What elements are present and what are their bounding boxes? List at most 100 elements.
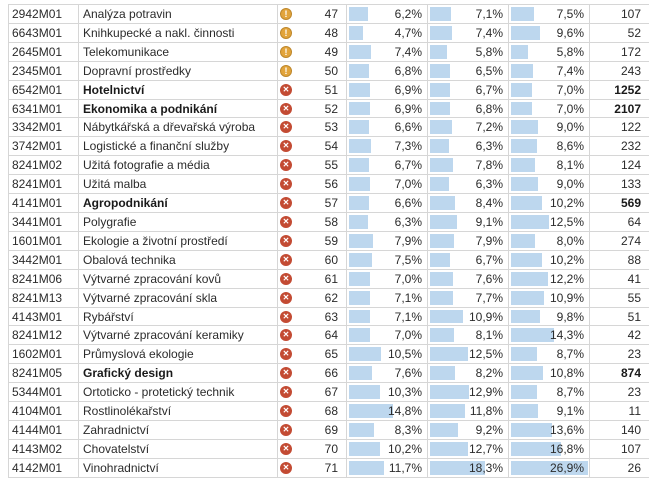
code-cell[interactable]: 8241M12	[9, 326, 79, 346]
code-cell[interactable]: 8241M05	[9, 364, 79, 384]
pct3-cell[interactable]: 8,6%	[509, 137, 590, 157]
rank-cell[interactable]: ✕ 56	[278, 175, 347, 195]
rank-cell[interactable]: ✕ 70	[278, 439, 347, 459]
pct1-cell[interactable]: 7,4%	[347, 42, 428, 62]
pct1-cell[interactable]: 7,0%	[347, 269, 428, 289]
count-cell[interactable]: 874	[590, 364, 649, 384]
pct3-cell[interactable]: 13,6%	[509, 420, 590, 440]
code-cell[interactable]: 3342M01	[9, 118, 79, 138]
code-cell[interactable]: 5344M01	[9, 383, 79, 403]
name-cell[interactable]: Telekomunikace	[79, 42, 278, 62]
code-cell[interactable]: 2345M01	[9, 61, 79, 81]
pct2-cell[interactable]: 7,2%	[428, 118, 509, 138]
pct3-cell[interactable]: 12,2%	[509, 269, 590, 289]
pct3-cell[interactable]: 7,5%	[509, 5, 590, 24]
pct1-cell[interactable]: 7,0%	[347, 175, 428, 195]
pct2-cell[interactable]: 7,8%	[428, 156, 509, 176]
code-cell[interactable]: 6341M01	[9, 99, 79, 119]
name-cell[interactable]: Ekonomika a podnikání	[79, 99, 278, 119]
pct1-cell[interactable]: 7,1%	[347, 288, 428, 308]
pct1-cell[interactable]: 6,3%	[347, 212, 428, 232]
count-cell[interactable]: 2107	[590, 99, 649, 119]
pct2-cell[interactable]: 18,3%	[428, 458, 509, 478]
pct1-cell[interactable]: 10,3%	[347, 383, 428, 403]
pct2-cell[interactable]: 8,1%	[428, 326, 509, 346]
pct3-cell[interactable]: 10,9%	[509, 288, 590, 308]
pct2-cell[interactable]: 9,1%	[428, 212, 509, 232]
code-cell[interactable]: 4104M01	[9, 402, 79, 421]
code-cell[interactable]: 3442M01	[9, 250, 79, 270]
rank-cell[interactable]: ✕ 57	[278, 194, 347, 213]
pct1-cell[interactable]: 10,2%	[347, 439, 428, 459]
rank-cell[interactable]: ✕ 61	[278, 269, 347, 289]
pct3-cell[interactable]: 8,7%	[509, 383, 590, 403]
pct2-cell[interactable]: 6,3%	[428, 137, 509, 157]
code-cell[interactable]: 4144M01	[9, 420, 79, 440]
name-cell[interactable]: Dopravní prostředky	[79, 61, 278, 81]
pct3-cell[interactable]: 7,4%	[509, 61, 590, 81]
name-cell[interactable]: Chovatelství	[79, 439, 278, 459]
rank-cell[interactable]: ✕ 62	[278, 288, 347, 308]
count-cell[interactable]: 133	[590, 175, 649, 195]
rank-cell[interactable]: ! 50	[278, 61, 347, 81]
count-cell[interactable]: 88	[590, 250, 649, 270]
count-cell[interactable]: 172	[590, 42, 649, 62]
pct1-cell[interactable]: 8,3%	[347, 420, 428, 440]
count-cell[interactable]: 232	[590, 137, 649, 157]
count-cell[interactable]: 41	[590, 269, 649, 289]
name-cell[interactable]: Vinohradnictví	[79, 458, 278, 478]
rank-cell[interactable]: ✕ 68	[278, 402, 347, 421]
pct1-cell[interactable]: 7,6%	[347, 364, 428, 384]
code-cell[interactable]: 4142M01	[9, 458, 79, 478]
pct3-cell[interactable]: 10,8%	[509, 364, 590, 384]
pct2-cell[interactable]: 7,6%	[428, 269, 509, 289]
count-cell[interactable]: 55	[590, 288, 649, 308]
name-cell[interactable]: Výtvarné zpracování keramiky	[79, 326, 278, 346]
pct1-cell[interactable]: 14,8%	[347, 402, 428, 421]
pct1-cell[interactable]: 7,9%	[347, 231, 428, 251]
count-cell[interactable]: 107	[590, 439, 649, 459]
count-cell[interactable]: 243	[590, 61, 649, 81]
pct1-cell[interactable]: 6,6%	[347, 194, 428, 213]
pct1-cell[interactable]: 6,9%	[347, 80, 428, 100]
name-cell[interactable]: Užitá fotografie a média	[79, 156, 278, 176]
count-cell[interactable]: 52	[590, 23, 649, 43]
code-cell[interactable]: 8241M06	[9, 269, 79, 289]
rank-cell[interactable]: ! 49	[278, 42, 347, 62]
count-cell[interactable]: 26	[590, 458, 649, 478]
pct3-cell[interactable]: 16,8%	[509, 439, 590, 459]
count-cell[interactable]: 23	[590, 383, 649, 403]
count-cell[interactable]: 274	[590, 231, 649, 251]
name-cell[interactable]: Výtvarné zpracování kovů	[79, 269, 278, 289]
pct2-cell[interactable]: 6,7%	[428, 250, 509, 270]
pct2-cell[interactable]: 12,5%	[428, 345, 509, 365]
name-cell[interactable]: Obalová technika	[79, 250, 278, 270]
pct3-cell[interactable]: 9,0%	[509, 175, 590, 195]
name-cell[interactable]: Výtvarné zpracování skla	[79, 288, 278, 308]
code-cell[interactable]: 4141M01	[9, 194, 79, 213]
name-cell[interactable]: Hotelnictví	[79, 80, 278, 100]
rank-cell[interactable]: ✕ 65	[278, 345, 347, 365]
count-cell[interactable]: 107	[590, 5, 649, 24]
name-cell[interactable]: Polygrafie	[79, 212, 278, 232]
count-cell[interactable]: 11	[590, 402, 649, 421]
pct3-cell[interactable]: 9,6%	[509, 23, 590, 43]
code-cell[interactable]: 1602M01	[9, 345, 79, 365]
code-cell[interactable]: 6643M01	[9, 23, 79, 43]
rank-cell[interactable]: ! 48	[278, 23, 347, 43]
name-cell[interactable]: Ortoticko - protetický technik	[79, 383, 278, 403]
code-cell[interactable]: 2942M01	[9, 5, 79, 24]
rank-cell[interactable]: ✕ 69	[278, 420, 347, 440]
count-cell[interactable]: 124	[590, 156, 649, 176]
pct1-cell[interactable]: 7,1%	[347, 307, 428, 327]
code-cell[interactable]: 2645M01	[9, 42, 79, 62]
pct1-cell[interactable]: 7,5%	[347, 250, 428, 270]
pct2-cell[interactable]: 7,4%	[428, 23, 509, 43]
pct3-cell[interactable]: 14,3%	[509, 326, 590, 346]
pct3-cell[interactable]: 10,2%	[509, 194, 590, 213]
count-cell[interactable]: 140	[590, 420, 649, 440]
rank-cell[interactable]: ✕ 63	[278, 307, 347, 327]
pct1-cell[interactable]: 10,5%	[347, 345, 428, 365]
pct2-cell[interactable]: 6,7%	[428, 80, 509, 100]
rank-cell[interactable]: ✕ 66	[278, 364, 347, 384]
